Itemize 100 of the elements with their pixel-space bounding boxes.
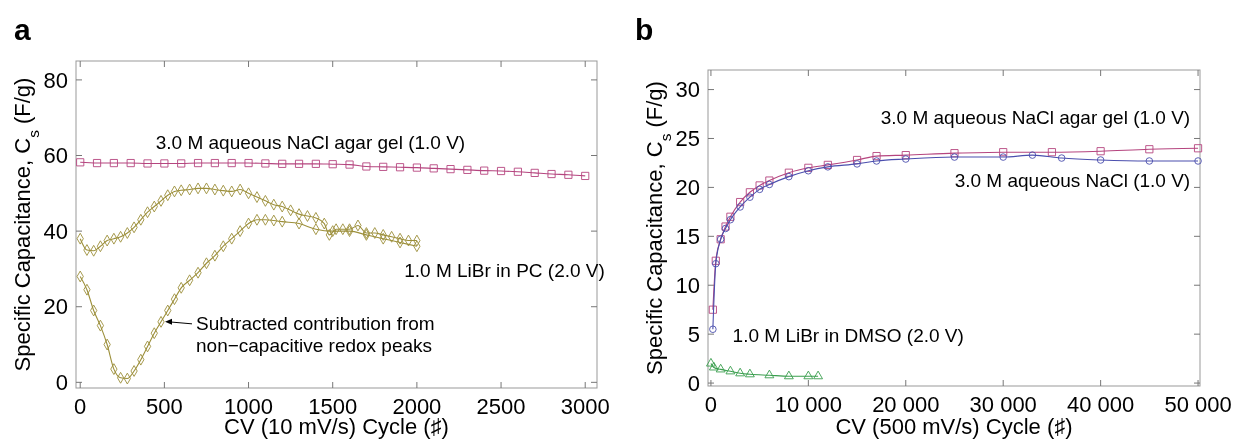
point xyxy=(999,148,1008,157)
x-axis-title: CV (500 mV/s) Cycle (♯) xyxy=(835,414,1073,439)
point xyxy=(853,155,862,165)
x-tick-label: 20 000 xyxy=(872,392,940,417)
point xyxy=(530,168,539,177)
x-tick-label: 2500 xyxy=(476,394,526,419)
y-tick-label: 25 xyxy=(675,126,700,152)
point xyxy=(1145,157,1154,165)
point xyxy=(311,159,320,168)
point xyxy=(853,160,861,168)
y-tick-label: 0 xyxy=(687,370,700,396)
point xyxy=(708,305,717,314)
point xyxy=(496,166,506,176)
chart-title: a xyxy=(14,13,31,46)
point xyxy=(395,163,405,172)
point xyxy=(1194,144,1203,153)
point xyxy=(1145,145,1154,154)
x-tick-label: 500 xyxy=(146,394,183,419)
point xyxy=(328,160,337,169)
x-tick-label: 30 000 xyxy=(969,392,1037,417)
x-tick-label: 0 xyxy=(704,392,718,417)
series-label: 1.0 M LiBr in DMSO (2.0 V) xyxy=(732,324,964,346)
annotation: Subtracted contribution from non−capacitive redox peaks xyxy=(196,312,435,356)
point xyxy=(765,176,774,185)
series-label: 3.0 M aqueous NaCl agar gel (1.0 V) xyxy=(880,106,1191,128)
point xyxy=(1096,156,1105,164)
point xyxy=(160,159,169,168)
point xyxy=(735,367,746,377)
point xyxy=(745,368,755,378)
point xyxy=(1096,147,1105,156)
point xyxy=(715,363,726,373)
point xyxy=(804,167,813,175)
point xyxy=(126,159,135,168)
point xyxy=(804,163,813,172)
x-tick-label: 40 000 xyxy=(1066,392,1135,417)
point xyxy=(294,159,304,168)
y-tick-label: 20 xyxy=(675,175,700,201)
point xyxy=(210,159,219,168)
point xyxy=(1028,151,1037,159)
point xyxy=(902,155,910,163)
point xyxy=(784,168,793,177)
point xyxy=(725,365,736,375)
point xyxy=(244,159,253,168)
point xyxy=(755,185,764,194)
point xyxy=(564,170,573,179)
point xyxy=(745,188,754,197)
point xyxy=(446,165,455,174)
x-tick-label: 10 000 xyxy=(774,392,842,417)
point xyxy=(303,210,312,222)
point xyxy=(872,152,881,161)
y-tick-label: 80 xyxy=(43,67,68,93)
point xyxy=(109,159,118,168)
point xyxy=(547,169,556,179)
point xyxy=(177,159,186,168)
point xyxy=(764,369,775,379)
series-label: 3.0 M aqueous NaCl agar gel (1.0 V) xyxy=(155,132,466,154)
point xyxy=(76,158,85,167)
point xyxy=(783,370,794,380)
point xyxy=(193,159,203,168)
point xyxy=(813,370,823,380)
point xyxy=(429,164,438,173)
chart-title: b xyxy=(635,13,654,46)
point xyxy=(92,159,102,168)
point xyxy=(950,153,959,161)
point xyxy=(379,162,388,171)
y-tick-label: 0 xyxy=(55,370,68,396)
y-tick-label: 15 xyxy=(675,224,700,250)
y-tick-label: 30 xyxy=(675,77,700,103)
point xyxy=(711,256,720,265)
point xyxy=(362,162,371,171)
point xyxy=(345,160,354,169)
point xyxy=(706,357,716,367)
point xyxy=(278,159,287,168)
point xyxy=(765,180,774,189)
y-tick-label: 60 xyxy=(43,143,68,169)
point xyxy=(261,159,270,168)
point xyxy=(1194,157,1202,165)
point xyxy=(412,163,421,172)
point xyxy=(803,370,814,380)
point xyxy=(1057,154,1066,162)
point xyxy=(755,181,764,190)
y-tick-label: 40 xyxy=(43,218,68,244)
point xyxy=(746,193,754,201)
series-label: 3.0 M aqueous NaCl (1.0 V) xyxy=(954,169,1191,191)
point xyxy=(480,166,489,175)
point xyxy=(999,153,1007,161)
point xyxy=(785,172,793,181)
x-tick-label: 3000 xyxy=(560,394,610,419)
point xyxy=(708,361,719,371)
point xyxy=(581,171,590,180)
point xyxy=(227,159,236,168)
x-tick-label: 0 xyxy=(74,394,87,419)
series-label: 1.0 M LiBr in PC (2.0 V) xyxy=(404,259,605,281)
point xyxy=(736,198,745,207)
point xyxy=(1047,148,1056,157)
point xyxy=(709,325,717,333)
x-tick-label: 50 000 xyxy=(1164,392,1232,417)
y-tick-label: 5 xyxy=(687,321,700,347)
y-tick-label: 20 xyxy=(43,294,68,320)
point xyxy=(872,157,881,165)
